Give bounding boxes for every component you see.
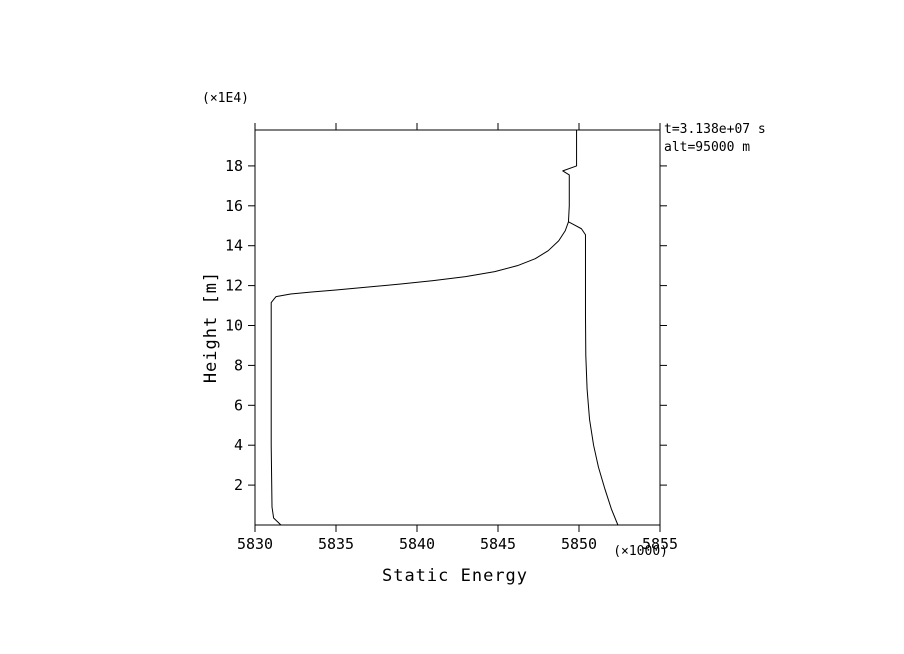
y-tick-label: 10 xyxy=(225,317,243,335)
x-axis-title: Static Energy xyxy=(381,566,529,586)
x-tick-label: 5855 xyxy=(642,535,678,553)
plot-frame xyxy=(254,129,661,526)
annotation-block: t=3.138e+07 s alt=95000 m xyxy=(664,121,766,157)
static-energy-profile-left xyxy=(270,129,578,526)
y-axis-title: Height [m] xyxy=(201,270,221,384)
x-tick-label: 5830 xyxy=(237,535,273,553)
static-energy-profile-right xyxy=(567,221,619,526)
annotation-altitude: alt=95000 m xyxy=(664,140,751,155)
x-tick-label: 5845 xyxy=(480,535,516,553)
x-tick-label: 5840 xyxy=(399,535,435,553)
y-axis-multiplier: (×1E4) xyxy=(202,91,249,106)
y-tick-label: 2 xyxy=(234,476,243,494)
x-tick-label: 5835 xyxy=(318,535,354,553)
y-tick-label: 6 xyxy=(234,396,243,414)
y-tick-label: 12 xyxy=(225,277,243,295)
y-tick-label: 8 xyxy=(234,356,243,374)
x-axis-multiplier: (×1000) xyxy=(613,544,668,559)
y-tick-label: 18 xyxy=(225,157,243,175)
x-tick-label: 5850 xyxy=(561,535,597,553)
annotation-time: t=3.138e+07 s xyxy=(664,122,766,137)
y-tick-label: 4 xyxy=(234,436,243,454)
y-tick-label: 16 xyxy=(225,197,243,215)
y-tick-label: 14 xyxy=(225,237,243,255)
